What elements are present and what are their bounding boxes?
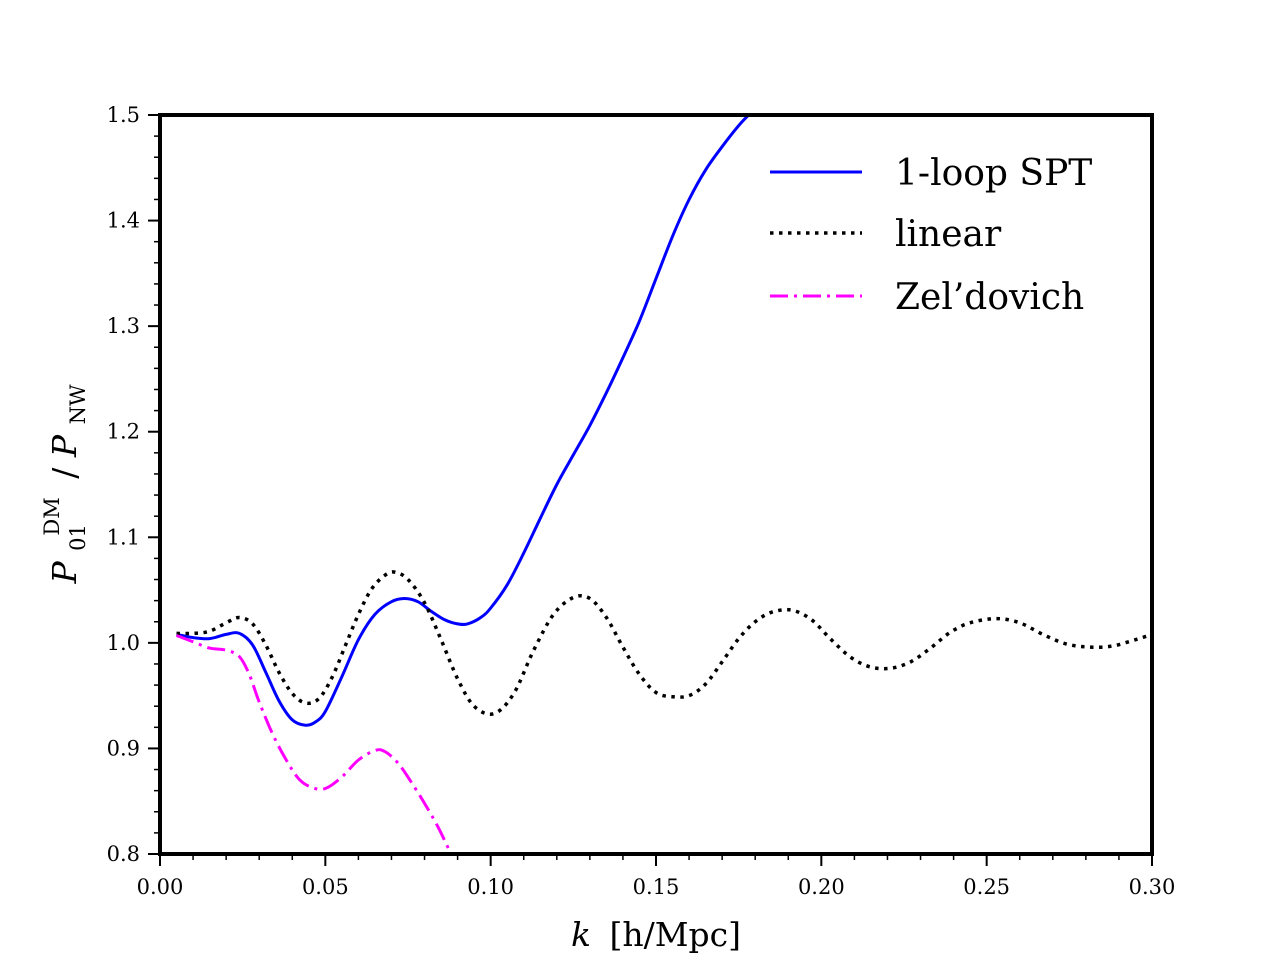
legend: 1-loop SPT linear Zel’dovich (770, 153, 1092, 318)
y-tick-label: 1.0 (107, 631, 140, 655)
y-axis-sub: 01 (66, 524, 90, 551)
legend-label-1-loop-spt: 1-loop SPT (895, 153, 1092, 194)
ticks-layer: 0.00 0.05 0.10 0.15 0.20 0.25 0.30 0.8 0.9 1.0 1.1… (107, 103, 1176, 899)
y-axis-slash: / (45, 467, 84, 479)
y-axis-sup: DM (40, 497, 64, 535)
y-tick-label: 1.5 (107, 103, 140, 127)
legend-label-zeldovich: Zel’dovich (895, 277, 1084, 318)
series-line-1-loop-spt (176, 115, 750, 727)
series-line-linear (176, 570, 1152, 716)
y-tick-label: 1.1 (107, 525, 140, 549)
x-tick-label: 0.15 (633, 875, 680, 899)
y-axis-base: P (45, 561, 84, 585)
x-tick-label: 0.25 (963, 875, 1010, 899)
y-tick-label: 0.9 (107, 736, 140, 760)
y-axis-label: P 01 DM / P NW (28, 384, 93, 585)
x-tick-label: 0.10 (467, 875, 514, 899)
y-tick-label: 1.3 (107, 314, 140, 338)
x-tick-label: 0.00 (137, 875, 184, 899)
legend-label-linear: linear (895, 214, 1002, 255)
x-tick-label: 0.20 (798, 875, 845, 899)
x-axis-unit: [h/Mpc] (609, 915, 741, 954)
series-layer (175, 115, 1152, 854)
svg-text:P 01 DM /: P 01 DM / P NW (28, 384, 93, 585)
y-tick-label: 1.4 (107, 209, 140, 233)
y-tick-label: 0.8 (107, 842, 140, 866)
y-tick-label: 1.2 (107, 420, 140, 444)
x-tick-label: 0.05 (302, 875, 349, 899)
x-axis-label: k [h/Mpc] (571, 915, 741, 954)
series-line-zel-dovich (175, 634, 453, 854)
y-axis-base2: P (45, 434, 84, 458)
x-axis-var: k (571, 915, 591, 954)
x-tick-label: 0.30 (1129, 875, 1176, 899)
y-axis-sub2: NW (66, 384, 90, 424)
